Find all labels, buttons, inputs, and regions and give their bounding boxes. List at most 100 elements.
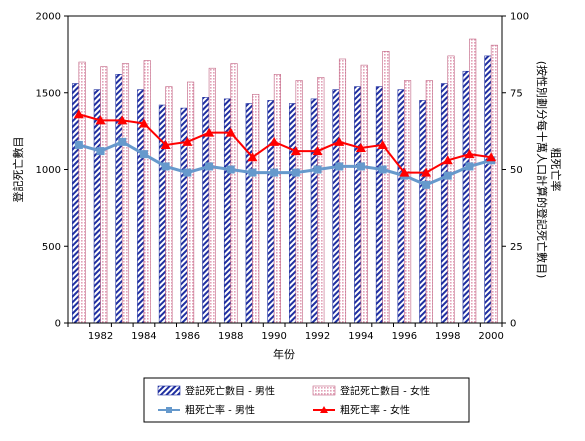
left-tick-label-0: 0 (55, 319, 61, 330)
bar-male-1999 (462, 70, 470, 324)
bar-male-1983 (115, 74, 123, 324)
bar-female-1987 (208, 67, 216, 324)
marker-male-1992 (313, 165, 322, 174)
marker-male-1983 (118, 137, 127, 146)
marker-male-1987 (205, 162, 214, 171)
left-tick-label-1500: 1500 (36, 88, 61, 99)
marker-female-1984 (138, 118, 149, 128)
bar-male-1997 (419, 100, 427, 324)
marker-female-1998 (442, 155, 453, 165)
bar-male-1985 (158, 104, 166, 324)
x-tick-label-1998: 1998 (435, 331, 460, 342)
marker-male-1997 (422, 180, 431, 189)
legend-label: 粗死亡率 - 女性 (340, 404, 410, 417)
marker-female-1989 (247, 152, 258, 162)
bar-male-1981 (72, 83, 80, 324)
line-series-female (73, 109, 497, 177)
marker-male-1989 (248, 168, 257, 177)
right-tick-label-100: 100 (510, 12, 529, 23)
right-axis-title-line-2: (按性別劃分每十萬人口計算的登記死亡數目) (535, 61, 549, 279)
marker-female-2000 (486, 152, 497, 162)
bar-female-1989 (252, 93, 260, 324)
right-axis-title: 粗死亡率(按性別劃分每十萬人口計算的登記死亡數目) (535, 61, 563, 279)
x-tick-label-1986: 1986 (175, 331, 200, 342)
legend-item-2: 登記死亡數目 - 女性 (312, 385, 430, 398)
marker-female-1990 (269, 136, 280, 146)
legend-label: 登記死亡數目 - 女性 (340, 385, 430, 398)
marker-male-1985 (161, 162, 170, 171)
right-tick-label-50: 50 (510, 165, 523, 176)
bar-female-1992 (317, 77, 325, 324)
line-series-male (74, 137, 496, 189)
marker-female-1995 (377, 139, 388, 149)
marker-female-1985 (160, 139, 171, 149)
bar-female-1984 (143, 60, 151, 324)
right-tick-label-0: 0 (510, 319, 516, 330)
marker-female-1981 (73, 109, 84, 119)
plot-border (67, 15, 503, 324)
x-tick-label-1984: 1984 (131, 331, 156, 342)
bar-female-1998 (447, 55, 455, 324)
bar-female-1997 (425, 80, 433, 324)
marker-female-1988 (225, 127, 236, 137)
bar-male-1989 (245, 103, 253, 324)
right-tick-label-75: 75 (510, 88, 523, 99)
marker-female-1994 (355, 143, 366, 153)
right-tick-label-25: 25 (510, 242, 523, 253)
marker-female-1992 (312, 146, 323, 156)
bar-male-1998 (440, 83, 449, 324)
bar-male-1990 (267, 100, 275, 324)
bar-female-1986 (187, 81, 195, 324)
legend-swatch (157, 385, 181, 396)
marker-male-1998 (443, 171, 452, 180)
x-tick-label-1990: 1990 (261, 331, 286, 342)
marker-female-1987 (204, 127, 215, 137)
bar-male-1993 (332, 89, 340, 324)
bar-female-1990 (273, 74, 281, 324)
x-tick-label-1996: 1996 (392, 331, 417, 342)
bar-male-1995 (375, 86, 383, 324)
legend-swatch (312, 385, 336, 396)
bar-male-1996 (397, 89, 405, 324)
marker-male-1990 (270, 168, 279, 177)
bar-male-1994 (354, 86, 362, 324)
marker-male-1999 (465, 162, 474, 171)
marker-female-1997 (421, 167, 432, 177)
axes: 0 500 1000 1500 2000 0 25 50 75 100 1982 1984 1986 19… (11, 12, 563, 343)
x-tick-label-1982: 1982 (88, 331, 113, 342)
bar-female-1985 (165, 86, 173, 324)
bar-female-1994 (360, 64, 368, 324)
bar-female-1983 (121, 63, 130, 324)
bar-female-1982 (100, 66, 108, 324)
legend-item-1: 登記死亡數目 - 男性 (157, 385, 275, 398)
marker-female-1991 (290, 146, 301, 156)
bar-female-1999 (469, 38, 477, 324)
legend-marker (320, 406, 328, 413)
x-tick-label-1988: 1988 (218, 331, 243, 342)
bar-female-1995 (382, 51, 390, 324)
bar-female-2000 (490, 44, 498, 324)
bar-female-1993 (338, 58, 347, 324)
x-tick-label-2000: 2000 (478, 331, 503, 342)
x-tick-label-1994: 1994 (348, 331, 373, 342)
marker-male-1982 (96, 147, 105, 156)
x-tick-label-1992: 1992 (305, 331, 330, 342)
marker-female-1996 (399, 167, 410, 177)
marker-female-1993 (334, 136, 345, 146)
marker-male-1981 (74, 140, 83, 149)
marker-female-1999 (464, 149, 475, 159)
legend-label: 粗死亡率 - 男性 (185, 404, 255, 417)
marker-male-1994 (356, 162, 365, 171)
legend-marker (166, 407, 172, 413)
legend-item-4: 粗死亡率 - 女性 (313, 404, 410, 417)
plot-area (72, 38, 498, 324)
marker-female-1986 (182, 136, 193, 146)
bar-series-female (78, 38, 498, 324)
marker-female-1982 (95, 115, 106, 125)
marker-male-1993 (335, 162, 344, 171)
bar-male-1991 (289, 103, 297, 324)
left-tick-label-1000: 1000 (36, 165, 61, 176)
